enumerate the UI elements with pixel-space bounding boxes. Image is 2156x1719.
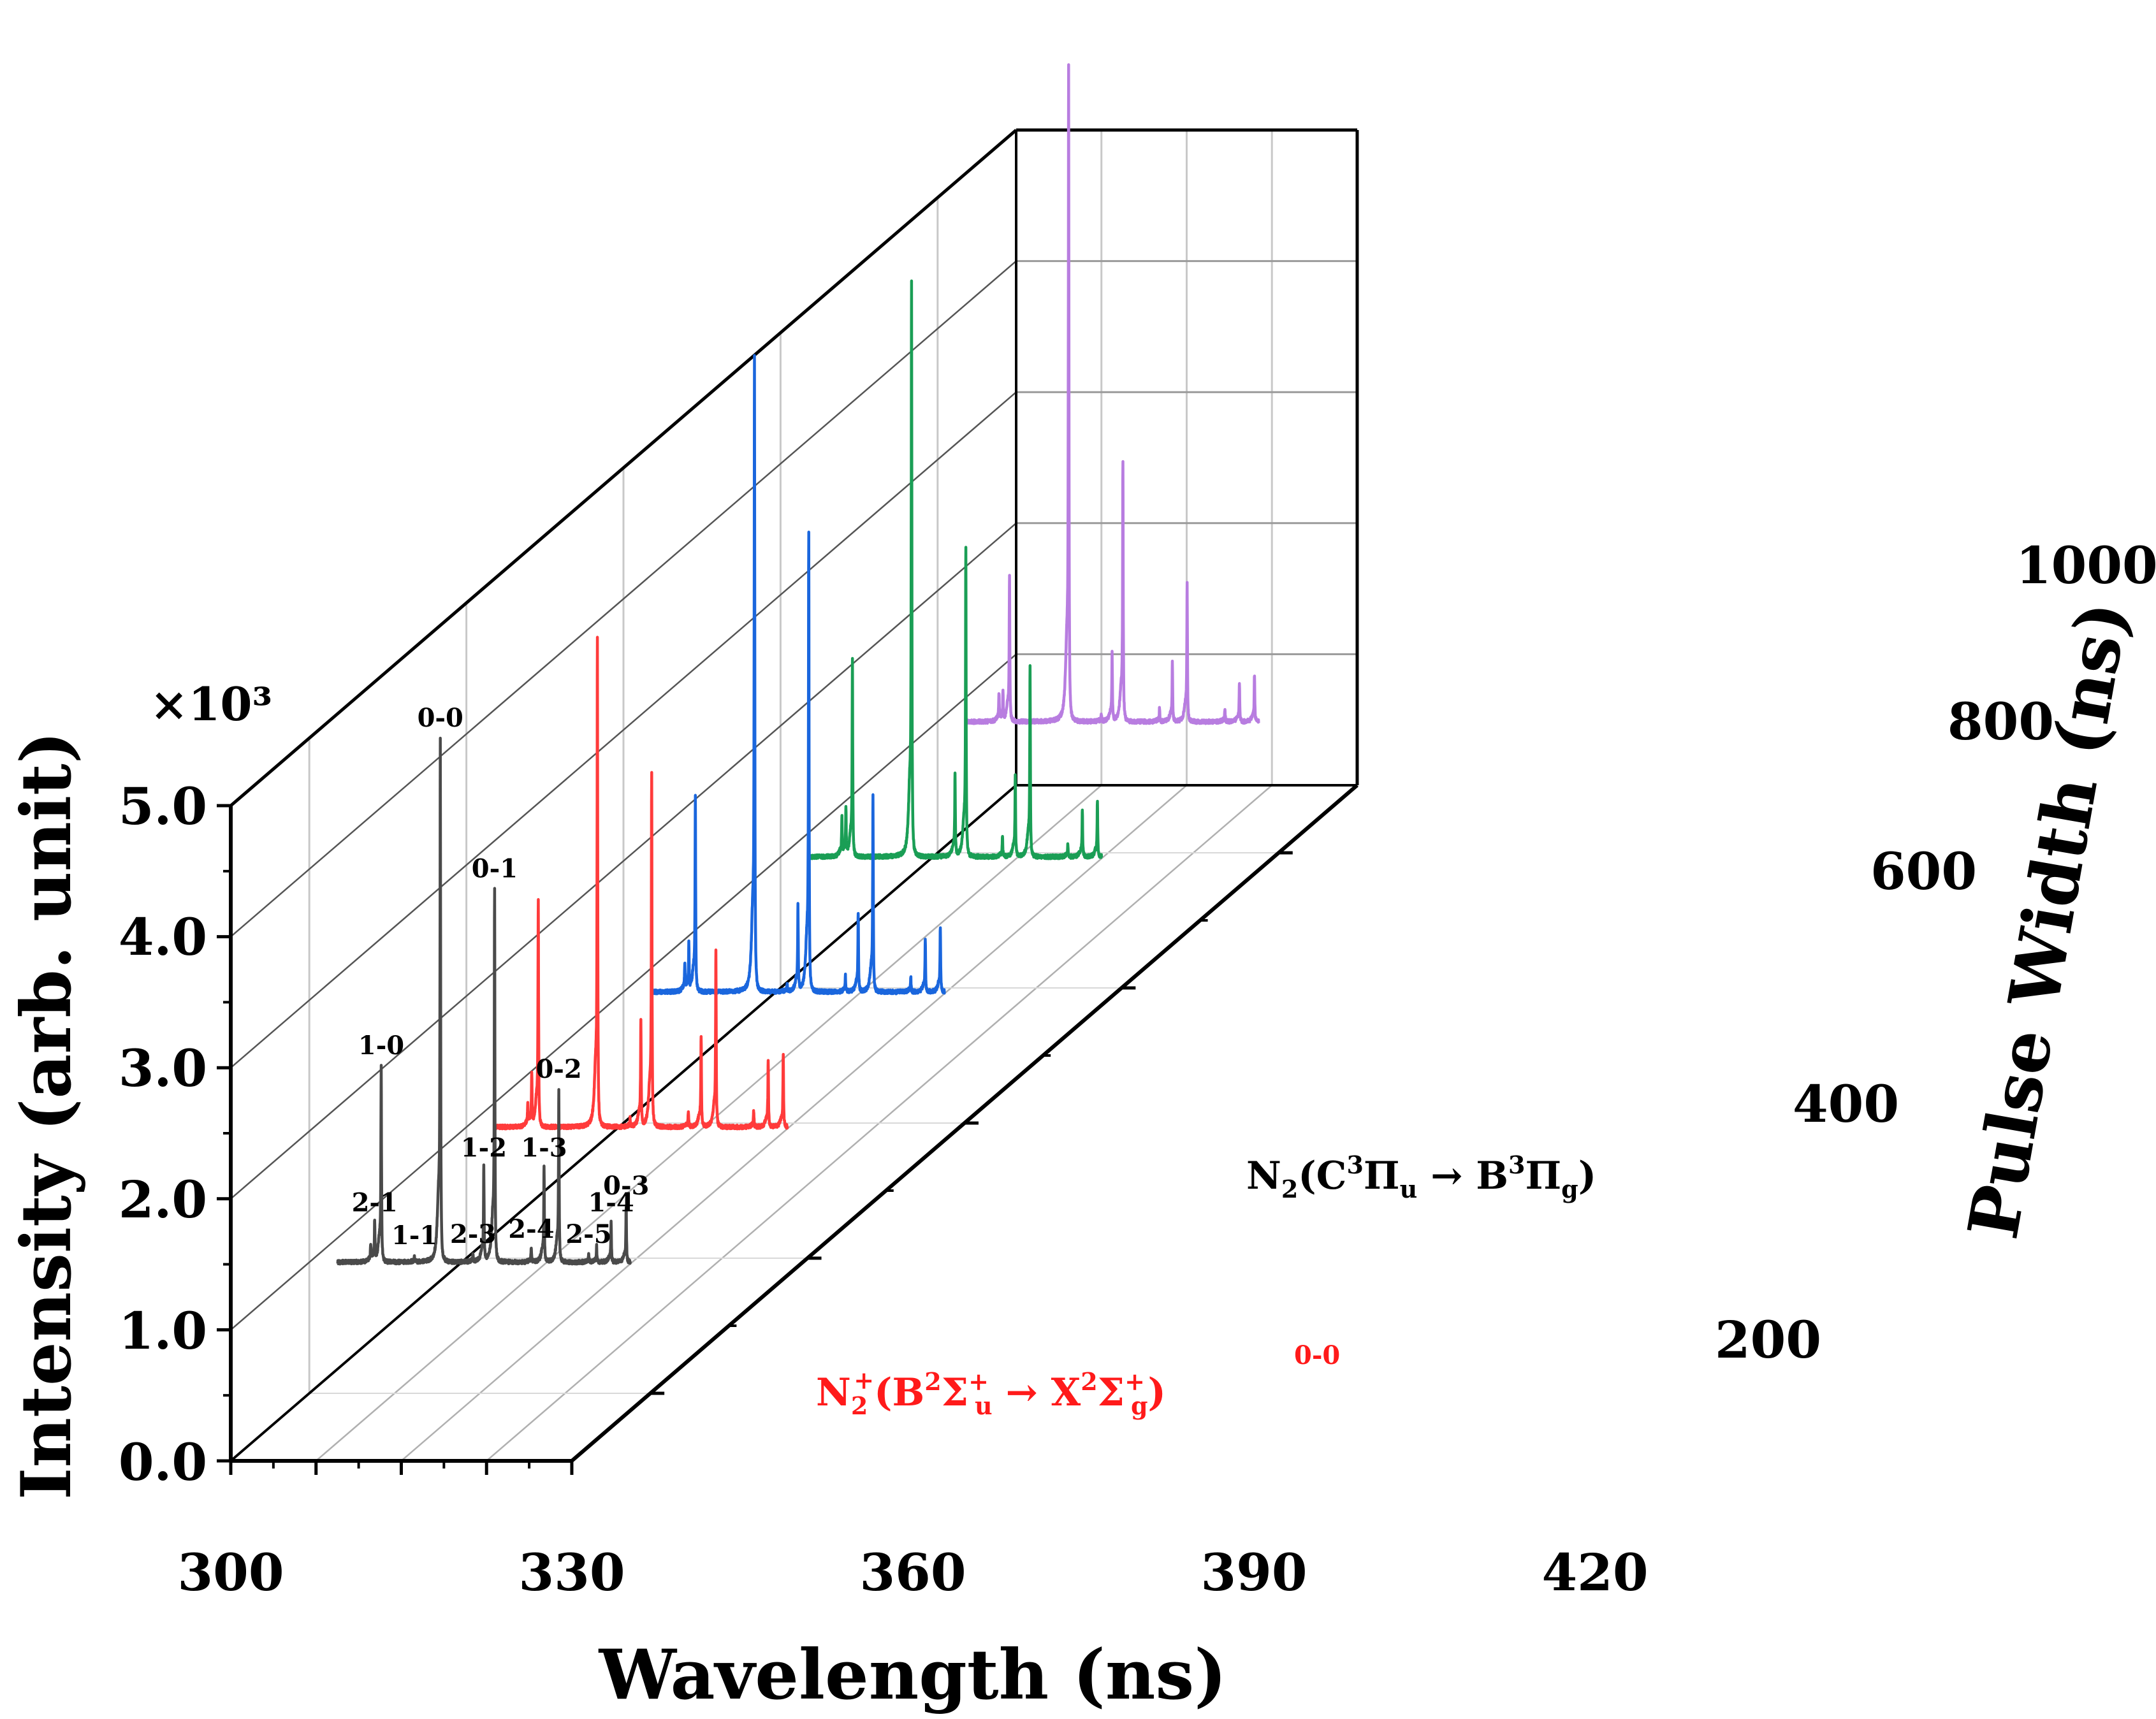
z-tick-label: 400	[1793, 1074, 1899, 1134]
series-line-1000-ns	[965, 63, 1260, 725]
x-tick-label: 390	[1201, 1542, 1307, 1602]
peak-label: 1-0	[358, 1031, 404, 1061]
x-tick-label: 300	[178, 1542, 284, 1602]
z-tick-label: 200	[1715, 1310, 1821, 1370]
peak-label: 1-1	[391, 1221, 437, 1251]
peak-label: 1-2	[461, 1133, 507, 1163]
peak-label: 0-2	[535, 1054, 581, 1084]
y-tick-labels: 0.0 1.0 2.0 3.0 4.0 5.0	[119, 776, 207, 1492]
peak-label: 2-1	[352, 1188, 398, 1218]
series-line-800-ns	[807, 279, 1103, 860]
series-layer	[336, 63, 1260, 1266]
peak-label: 0-0	[418, 703, 463, 733]
peak-label: 2-5	[565, 1219, 611, 1249]
n2-band-annotation: N2(C3Πu → B3Πg)	[1246, 1150, 1596, 1203]
frame-edge	[229, 129, 1017, 807]
n2plus-band-annotation: N2+(B2Σ+ u → X2Σ+ g)	[816, 1366, 1166, 1420]
y-axis-title: Intensity (arb. unit)	[6, 731, 87, 1500]
frame-edge	[229, 784, 1017, 1462]
y-multiplier: ×10³	[150, 677, 272, 731]
y-tick-label: 5.0	[119, 776, 207, 836]
peak-label-layer: 2-1 1-0 1-1 0-0 2-3 1-2 0-1 2-4 1-3 0-2 …	[352, 703, 650, 1251]
peak-label: 2-3	[450, 1219, 496, 1249]
y-tick-label: 2.0	[119, 1170, 207, 1229]
peak-label: 1-3	[521, 1133, 567, 1163]
series-line-200-ns	[336, 736, 632, 1266]
peak-label: 0-1	[472, 853, 518, 883]
side-wall-diagonal-gridline	[230, 522, 1017, 1200]
x-tick-label: 330	[519, 1542, 625, 1602]
peak-label: 2-4	[508, 1214, 554, 1244]
side-wall-diagonal-gridline	[230, 653, 1017, 1331]
side-wall-diagonal-gridline	[230, 391, 1017, 1069]
peak-label: 0-3	[603, 1171, 649, 1201]
y-tick-label: 0.0	[119, 1432, 207, 1492]
x-tick-labels: 300 330 360 390 420	[178, 1542, 1649, 1602]
series-line-600-ns	[650, 354, 946, 996]
side-wall-diagonal-gridline	[230, 260, 1017, 938]
x-axis-title: Wavelength (ns)	[599, 1635, 1227, 1715]
y-tick-label: 1.0	[119, 1301, 207, 1361]
n2plus-peak-label: 0-0	[1294, 1340, 1340, 1370]
x-tick-label: 360	[860, 1542, 966, 1602]
x-tick-label: 420	[1542, 1542, 1649, 1602]
axes-layer	[217, 128, 1359, 1475]
z-tick-labels: 200 400 600 800 1000	[1715, 535, 2156, 1370]
z-tick-label: 1000	[2016, 535, 2156, 595]
z-tick-label: 600	[1870, 841, 1977, 901]
y-tick-label: 4.0	[119, 907, 207, 967]
y-tick-label: 3.0	[119, 1038, 207, 1098]
z-tick-label: 800	[1948, 692, 2054, 751]
peak-label: 1-4	[588, 1188, 634, 1218]
series-line-400-ns	[493, 635, 789, 1131]
